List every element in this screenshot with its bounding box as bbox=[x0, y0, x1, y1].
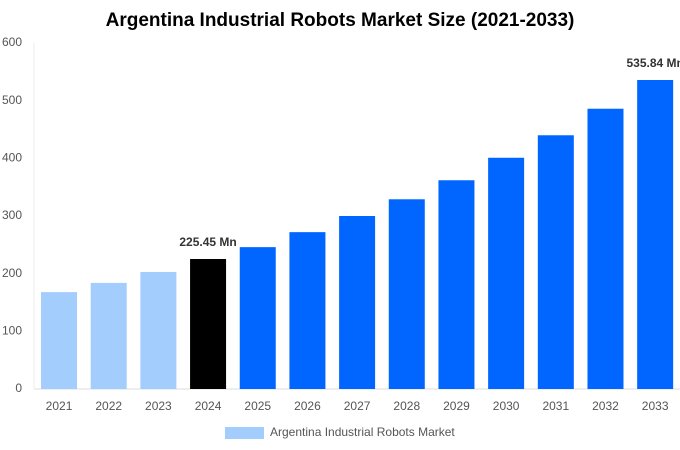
value-label: 225.45 Mn bbox=[179, 235, 236, 249]
x-tick-label: 2024 bbox=[195, 399, 222, 413]
x-tick-label: 2028 bbox=[393, 399, 420, 413]
y-tick-label: 100 bbox=[2, 324, 22, 338]
bar bbox=[438, 180, 475, 389]
x-tick-label: 2032 bbox=[592, 399, 619, 413]
bar bbox=[90, 282, 127, 389]
bar bbox=[488, 157, 525, 389]
y-tick-label: 500 bbox=[2, 93, 22, 107]
chart-title: Argentina Industrial Robots Market Size … bbox=[106, 10, 575, 31]
bar bbox=[190, 258, 227, 389]
x-tick-label: 2029 bbox=[443, 399, 470, 413]
legend-swatch bbox=[225, 427, 264, 439]
bar bbox=[140, 271, 177, 389]
value-label: 535.84 Mn bbox=[626, 56, 680, 70]
x-tick-label: 2027 bbox=[344, 399, 371, 413]
bar bbox=[239, 247, 276, 389]
bar bbox=[41, 292, 78, 389]
x-tick-label: 2021 bbox=[46, 399, 73, 413]
y-tick-label: 600 bbox=[2, 35, 22, 49]
y-tick-label: 300 bbox=[2, 208, 22, 222]
y-tick-label: 400 bbox=[2, 151, 22, 165]
x-tick-label: 2033 bbox=[642, 399, 669, 413]
bar bbox=[587, 108, 624, 390]
x-tick-label: 2031 bbox=[542, 399, 569, 413]
legend-label: Argentina Industrial Robots Market bbox=[270, 425, 455, 439]
bar bbox=[537, 135, 574, 389]
x-tick-label: 2026 bbox=[294, 399, 321, 413]
bar bbox=[637, 79, 674, 389]
bar bbox=[339, 216, 376, 389]
y-tick-label: 200 bbox=[2, 266, 22, 280]
x-tick-label: 2022 bbox=[95, 399, 122, 413]
x-tick-label: 2023 bbox=[145, 399, 172, 413]
x-tick-label: 2030 bbox=[493, 399, 520, 413]
y-tick-label: 0 bbox=[15, 381, 22, 395]
bar bbox=[388, 199, 425, 389]
x-tick-label: 2025 bbox=[244, 399, 271, 413]
bar bbox=[289, 232, 326, 389]
